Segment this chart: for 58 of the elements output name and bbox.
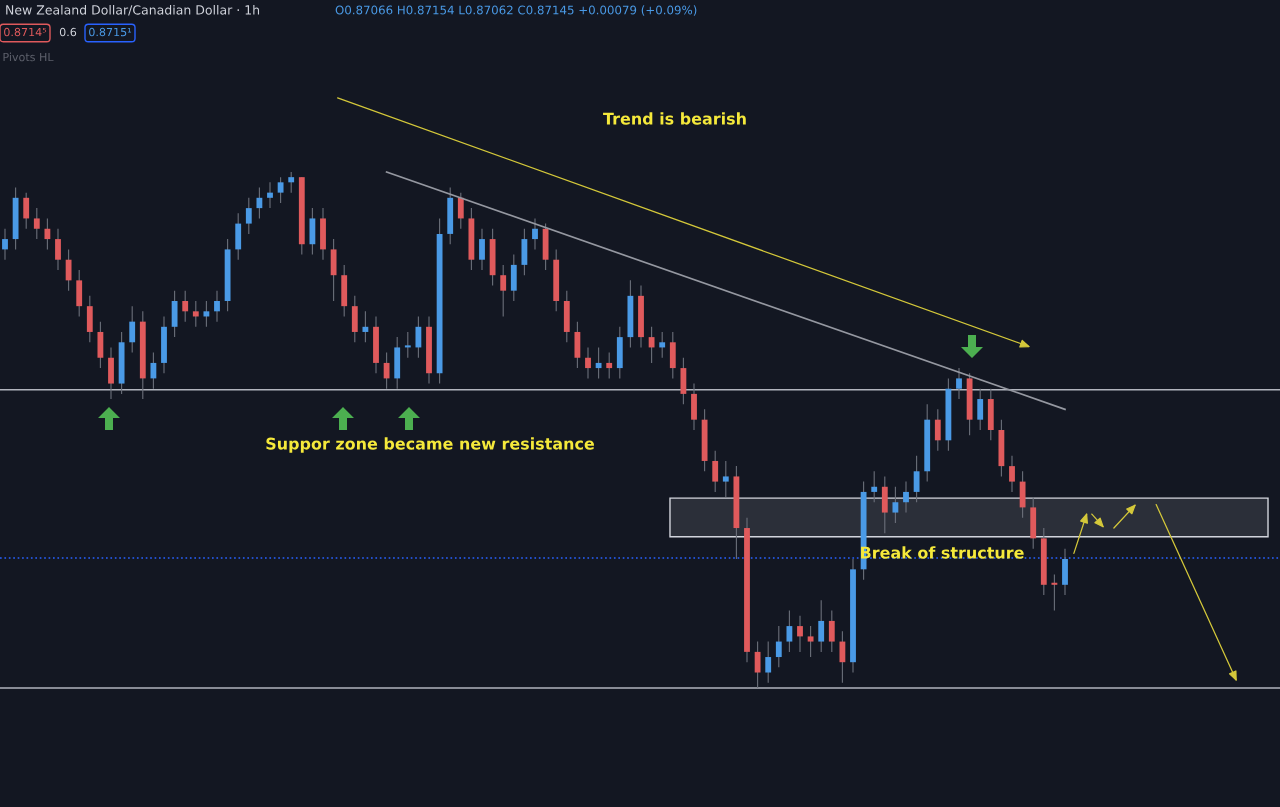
candlestick bbox=[956, 367, 962, 400]
candlestick bbox=[214, 290, 220, 323]
candlestick bbox=[765, 641, 772, 684]
candlestick bbox=[712, 450, 719, 493]
candlestick bbox=[404, 331, 411, 359]
candlestick bbox=[871, 470, 878, 503]
candlestick bbox=[65, 248, 72, 292]
chart-subtitle: O0.87066 H0.87154 L0.87062 C0.87145 +0.00079 (+0.09%) bbox=[335, 5, 697, 16]
candlestick bbox=[828, 610, 835, 653]
candlestick bbox=[182, 290, 189, 323]
candlestick bbox=[383, 352, 390, 390]
text: Trend is bearish bbox=[603, 112, 746, 125]
candlestick bbox=[415, 315, 422, 359]
candlestick bbox=[500, 264, 507, 318]
candlestick bbox=[839, 630, 846, 684]
candlestick bbox=[722, 460, 729, 498]
annotation: Suppor zone became new resistance bbox=[266, 437, 594, 453]
candlestick bbox=[203, 300, 210, 328]
candlestick bbox=[44, 217, 51, 250]
candlestick bbox=[150, 352, 157, 390]
candlestick bbox=[585, 346, 591, 379]
candlestick bbox=[267, 181, 273, 209]
candlestick bbox=[913, 455, 920, 503]
candlestick bbox=[288, 171, 295, 194]
candlestick bbox=[192, 300, 199, 328]
candlestick bbox=[934, 408, 941, 452]
candlestick bbox=[786, 610, 793, 653]
candlestick bbox=[648, 326, 655, 364]
candlestick bbox=[277, 176, 284, 204]
candlestick bbox=[256, 186, 263, 219]
chart-title: New Zealand Dollar/Canadian Dollar · 1h bbox=[6, 4, 260, 16]
candlestick bbox=[55, 228, 61, 271]
text: 0.6 bbox=[59, 27, 77, 37]
candlestick bbox=[807, 625, 814, 658]
candlestick bbox=[2, 228, 8, 261]
candlestick bbox=[245, 197, 252, 235]
candlestick bbox=[1009, 455, 1015, 493]
candlestick bbox=[754, 641, 761, 689]
text: 0.8715¹ bbox=[89, 27, 132, 37]
candlestick bbox=[362, 310, 369, 343]
candlestick bbox=[903, 481, 909, 514]
candlestick bbox=[775, 625, 782, 668]
candlestick bbox=[595, 346, 602, 379]
candlestick bbox=[1051, 573, 1058, 612]
candlestick bbox=[606, 352, 613, 379]
candlestick bbox=[797, 615, 803, 653]
candlestick bbox=[532, 217, 538, 250]
candlestick bbox=[457, 192, 464, 230]
candlestick bbox=[129, 305, 136, 354]
candlestick bbox=[479, 228, 485, 271]
candlestick bbox=[659, 331, 666, 359]
candlestick bbox=[977, 388, 984, 431]
text: Pivots HL bbox=[3, 52, 54, 62]
text: 0.8714⁵ bbox=[4, 27, 47, 37]
candlestick bbox=[23, 192, 30, 230]
candlestick bbox=[33, 207, 40, 240]
candlestick bbox=[892, 486, 899, 524]
candlestick bbox=[818, 599, 825, 653]
